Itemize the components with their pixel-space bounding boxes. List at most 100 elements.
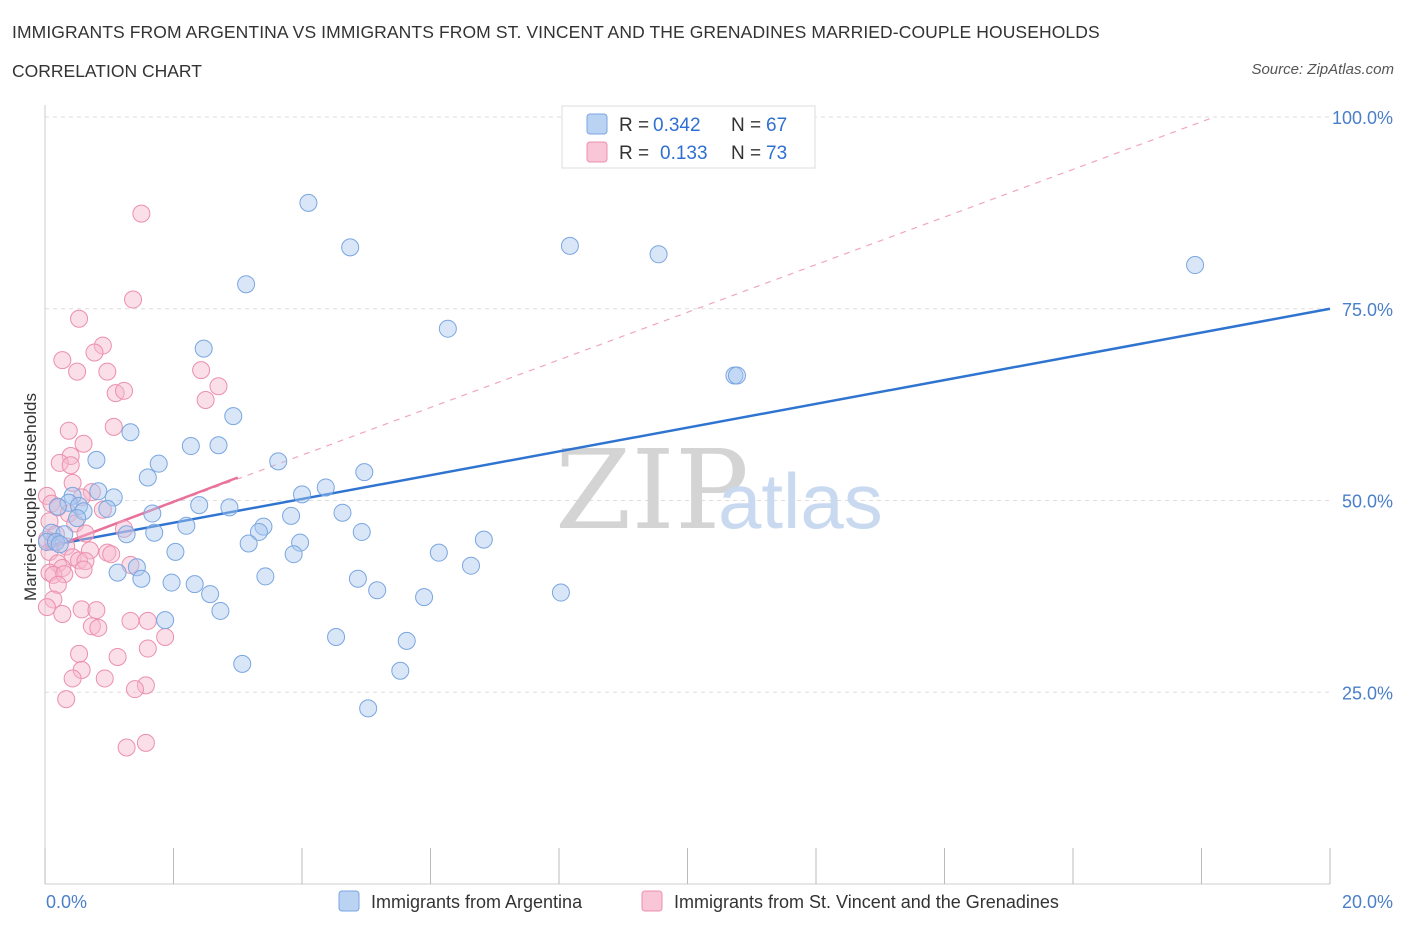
point-st-vincent bbox=[37, 598, 56, 617]
point-argentina bbox=[284, 545, 303, 564]
point-st-vincent bbox=[156, 628, 175, 647]
point-argentina bbox=[98, 499, 117, 518]
point-argentina bbox=[355, 463, 374, 482]
bottom-legend-swatch-argentina bbox=[338, 890, 360, 912]
legend-r-label-st-vincent: R = bbox=[619, 143, 649, 164]
point-argentina bbox=[127, 558, 146, 577]
point-argentina bbox=[201, 585, 220, 604]
point-argentina bbox=[156, 611, 175, 630]
point-st-vincent bbox=[95, 669, 114, 688]
point-st-vincent bbox=[89, 618, 108, 637]
point-st-vincent bbox=[70, 309, 89, 328]
point-st-vincent bbox=[61, 447, 80, 466]
y-tick-label: 100.0% bbox=[1332, 108, 1393, 128]
bottom-legend: Immigrants from Argentina Immigrants fro… bbox=[338, 890, 1059, 912]
point-argentina bbox=[359, 699, 378, 718]
source-label: Source: ZipAtlas.com bbox=[1251, 61, 1394, 78]
legend-n-value-st-vincent: 73 bbox=[766, 143, 787, 164]
point-argentina bbox=[293, 485, 311, 504]
point-argentina bbox=[649, 245, 668, 264]
point-argentina bbox=[87, 450, 106, 469]
point-st-vincent bbox=[132, 204, 151, 223]
point-argentina bbox=[397, 631, 416, 650]
legend-swatch-argentina bbox=[586, 113, 608, 135]
point-argentina bbox=[461, 556, 480, 575]
point-argentina bbox=[233, 654, 252, 673]
legend-r-label-argentina: R = bbox=[619, 115, 649, 136]
point-argentina bbox=[104, 488, 123, 507]
y-axis-label: Married-couple Households bbox=[21, 393, 40, 601]
point-argentina bbox=[474, 530, 493, 549]
point-argentina bbox=[348, 569, 367, 588]
point-argentina bbox=[220, 498, 239, 517]
y-tick-label: 75.0% bbox=[1342, 300, 1393, 320]
x-tick-label: 20.0% bbox=[1342, 892, 1393, 912]
point-argentina bbox=[108, 563, 127, 582]
point-argentina bbox=[121, 423, 140, 442]
trend-line-st-vincent-extended bbox=[44, 116, 1215, 551]
point-st-vincent bbox=[138, 611, 157, 630]
point-argentina bbox=[132, 569, 151, 588]
point-argentina bbox=[429, 543, 448, 562]
point-st-vincent bbox=[63, 669, 82, 688]
point-argentina bbox=[209, 436, 228, 455]
point-argentina bbox=[256, 567, 275, 586]
point-st-vincent bbox=[59, 421, 78, 440]
point-argentina bbox=[316, 478, 335, 497]
point-argentina bbox=[352, 522, 371, 541]
point-argentina bbox=[162, 573, 181, 592]
point-st-vincent bbox=[117, 738, 136, 757]
y-tick-label: 25.0% bbox=[1342, 683, 1393, 703]
point-st-vincent bbox=[70, 551, 89, 570]
point-argentina bbox=[177, 516, 196, 535]
point-st-vincent bbox=[209, 377, 228, 396]
point-st-vincent bbox=[55, 565, 74, 584]
point-st-vincent bbox=[192, 361, 211, 380]
gridlines bbox=[45, 116, 1330, 693]
point-st-vincent bbox=[82, 617, 101, 636]
point-st-vincent bbox=[87, 601, 106, 620]
tick-labels: 25.0% 50.0% 75.0% 100.0% 0.0% 20.0% bbox=[46, 108, 1393, 912]
point-st-vincent bbox=[115, 381, 134, 400]
point-st-vincent bbox=[85, 343, 104, 362]
point-argentina bbox=[145, 523, 164, 542]
legend-n-label-argentina: N = bbox=[731, 115, 761, 136]
point-argentina bbox=[438, 319, 457, 338]
point-argentina bbox=[291, 533, 310, 552]
point-st-vincent bbox=[40, 512, 59, 531]
point-st-vincent bbox=[50, 453, 69, 472]
point-st-vincent bbox=[57, 690, 76, 709]
point-argentina bbox=[299, 193, 318, 212]
point-argentina bbox=[333, 503, 352, 522]
point-argentina bbox=[368, 581, 387, 600]
bottom-legend-swatch-st-vincent bbox=[641, 890, 663, 912]
point-argentina bbox=[194, 339, 213, 358]
point-argentina bbox=[138, 468, 157, 487]
point-st-vincent bbox=[61, 456, 80, 475]
point-st-vincent bbox=[53, 351, 72, 370]
point-st-vincent bbox=[196, 391, 215, 410]
point-argentina bbox=[551, 583, 570, 602]
point-st-vincent bbox=[63, 473, 82, 492]
point-argentina bbox=[59, 493, 78, 512]
point-argentina bbox=[185, 575, 204, 594]
legend-n-label-st-vincent: N = bbox=[731, 143, 761, 164]
legend-r-value-argentina: 0.342 bbox=[653, 115, 701, 136]
watermark-atlas: atlas bbox=[718, 457, 883, 545]
point-argentina bbox=[48, 497, 67, 516]
point-st-vincent bbox=[98, 362, 117, 381]
point-argentina bbox=[391, 661, 410, 680]
data-points bbox=[37, 193, 1205, 757]
point-argentina bbox=[74, 502, 93, 521]
point-st-vincent bbox=[115, 519, 134, 538]
point-argentina bbox=[269, 452, 288, 471]
point-argentina bbox=[190, 496, 209, 515]
point-argentina bbox=[224, 407, 243, 426]
x-tick-label: 0.0% bbox=[46, 892, 87, 912]
point-st-vincent bbox=[108, 647, 127, 666]
point-st-vincent bbox=[44, 590, 63, 609]
point-st-vincent bbox=[102, 545, 121, 564]
trend-line-argentina bbox=[44, 307, 1331, 548]
point-st-vincent bbox=[136, 676, 155, 695]
